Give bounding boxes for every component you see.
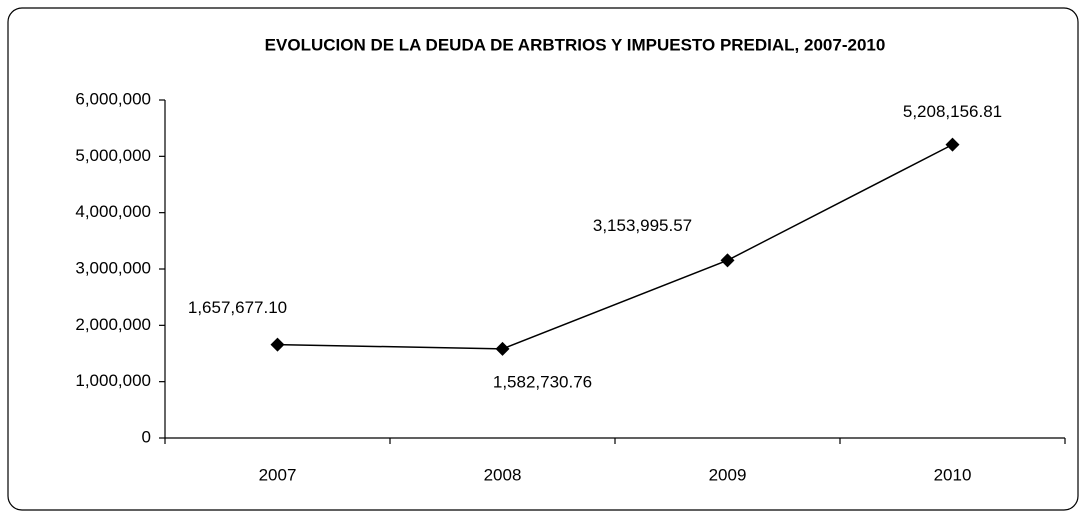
data-point [945, 137, 960, 152]
data-point [720, 253, 735, 268]
y-tick-label: 4,000,000 [75, 202, 151, 221]
y-tick-label: 6,000,000 [75, 89, 151, 108]
chart-border [7, 7, 1079, 511]
data-line [277, 143, 953, 350]
x-tick-label: 2009 [709, 465, 747, 484]
y-tick-label: 1,000,000 [75, 371, 151, 390]
y-tick-label: 2,000,000 [75, 315, 151, 334]
data-point [495, 341, 510, 356]
data-label: 3,153,995.57 [593, 216, 692, 235]
x-tick-label: 2007 [259, 465, 297, 484]
data-label: 5,208,156.81 [903, 102, 1002, 121]
y-tick-label: 0 [142, 427, 151, 446]
data-label: 1,582,730.76 [493, 372, 592, 391]
y-tick-label: 5,000,000 [75, 146, 151, 165]
chart-title: EVOLUCION DE LA DEUDA DE ARBTRIOS Y IMPU… [265, 35, 886, 54]
data-point [270, 337, 285, 352]
data-label: 1,657,677.10 [188, 298, 287, 317]
x-tick-label: 2010 [934, 465, 972, 484]
x-tick-label: 2008 [484, 465, 522, 484]
y-tick-label: 3,000,000 [75, 258, 151, 277]
